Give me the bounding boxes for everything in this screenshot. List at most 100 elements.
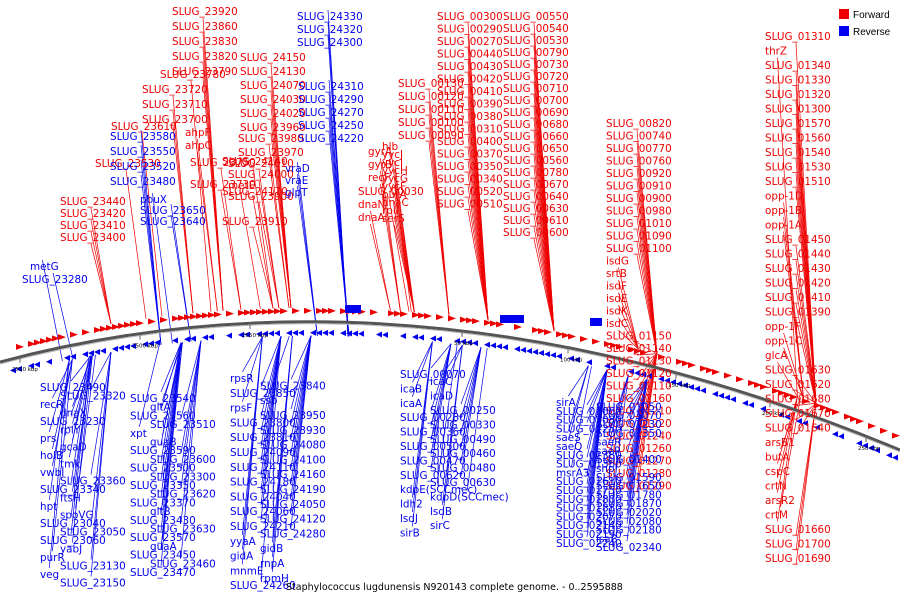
forward-leader-line (533, 238, 555, 331)
reverse-gene-block (345, 305, 361, 313)
forward-gene-glyph (772, 387, 780, 394)
reverse-gene-label: lsdB (430, 506, 452, 518)
forward-gene-label: SLUG_01210 (606, 406, 672, 418)
forward-gene-glyph (604, 341, 612, 348)
reverse-gene-glyph (604, 363, 610, 370)
forward-gene-label: SLUG_23420 (60, 208, 126, 220)
reverse-gene-label: rplY (60, 425, 81, 437)
forward-leader-line (795, 376, 817, 404)
forward-gene-glyph (448, 315, 456, 322)
forward-leader-line (636, 229, 658, 354)
reverse-leader-line (586, 369, 608, 414)
forward-gene-glyph (628, 346, 636, 353)
reverse-gene-label: SLUG_23640 (140, 216, 206, 228)
reverse-gene-glyph (538, 350, 544, 357)
reverse-gene-glyph (520, 347, 526, 354)
reverse-gene-label: icaB (400, 383, 422, 395)
reverse-gene-label: SLUG_24330 (297, 11, 363, 23)
reverse-leader-line (70, 355, 92, 382)
reverse-leader-line (52, 359, 73, 450)
reverse-gene-label: SLUG_00460 (430, 448, 496, 460)
reverse-gene-label: yyaA (230, 536, 257, 548)
reverse-leader-line (90, 351, 112, 390)
reverse-gene-glyph (862, 442, 868, 449)
reverse-gene-label: SLUG_24300 (297, 37, 363, 49)
forward-gene-glyph (436, 314, 444, 321)
forward-gene-label: SLUG_00270 (437, 36, 503, 48)
reverse-leader-line (328, 131, 350, 337)
forward-gene-glyph (28, 340, 36, 347)
forward-gene-glyph (544, 329, 552, 336)
reverse-leader-line (180, 340, 202, 471)
reverse-leader-line (626, 379, 648, 419)
reverse-gene-label: dnaX (60, 408, 87, 420)
reverse-gene-label: SLUG_23620 (150, 489, 216, 501)
forward-gene-glyph (802, 398, 810, 405)
forward-gene-label: yycF (382, 181, 406, 193)
forward-gene-glyph (208, 311, 216, 318)
forward-gene-label: SLUG_24140 (222, 156, 288, 168)
forward-gene-glyph (268, 308, 276, 315)
forward-gene-label: SLUG_23960 (240, 122, 306, 134)
forward-leader-line (258, 180, 280, 309)
reverse-gene-label: SLUG_23540 (130, 393, 196, 405)
reverse-gene-glyph (262, 330, 268, 337)
reverse-gene-label: metG (30, 261, 59, 273)
forward-gene-label: SLUG_01160 (606, 393, 672, 405)
reverse-gene-glyph (238, 331, 244, 338)
forward-gene-label: SLUG_01700 (765, 539, 831, 551)
reverse-gene-label: SLUG_24060 (230, 506, 296, 518)
reverse-gene-glyph (886, 452, 892, 459)
forward-gene-label: SLUG_00910 (606, 181, 672, 193)
reverse-gene-glyph (814, 424, 820, 431)
reverse-leader-line (568, 365, 589, 397)
forward-gene-label: thrZ (765, 46, 787, 58)
reverse-gene-label: SLUG_00250 (430, 405, 496, 417)
forward-gene-label: SLUG_00300 (437, 11, 503, 23)
reverse-gene-label: saeS (556, 432, 581, 444)
forward-gene-label: yycI (382, 157, 403, 169)
reverse-gene-glyph (16, 365, 22, 372)
reverse-gene-label: SLUG_01880 (556, 503, 622, 515)
reverse-gene-label: vwbI (40, 467, 64, 479)
reverse-gene-label: ldh2 (400, 499, 423, 511)
forward-gene-label: isdG (606, 256, 629, 268)
forward-gene-label: SLUG_01410 (765, 292, 831, 304)
forward-gene-glyph (280, 308, 288, 315)
forward-leader-line (795, 403, 817, 435)
forward-leader-line (795, 403, 817, 566)
reverse-gene-label: rpsF (230, 403, 252, 415)
forward-gene-label: SLUG_01340 (765, 60, 831, 72)
reverse-gene-glyph (628, 368, 634, 375)
forward-gene-label: SLUG_23710 (142, 99, 208, 111)
forward-gene-label: dnaN (358, 199, 385, 211)
reverse-gene-glyph (316, 329, 322, 336)
reverse-gene-label: msrA3 (556, 467, 590, 479)
forward-gene-label: SLUG_00430 (437, 61, 503, 73)
reverse-gene-label: SLUG_23460 (150, 558, 216, 570)
reverse-gene-glyph (226, 332, 232, 339)
reverse-leader-line (242, 336, 263, 373)
reverse-gene-label: SLUG_01230 (596, 419, 662, 431)
forward-gene-glyph (790, 393, 798, 400)
forward-gene-glyph (760, 383, 768, 390)
forward-gene-glyph (778, 389, 786, 396)
forward-leader-line (268, 158, 290, 309)
forward-gene-glyph (484, 319, 492, 326)
reverse-gene-glyph (502, 344, 508, 351)
forward-gene-label: SLUG_00440 (437, 49, 503, 61)
reverse-leader-line (430, 343, 452, 455)
forward-gene-glyph (160, 316, 168, 323)
reverse-gene-label: SLUG_01070 (596, 410, 662, 422)
reverse-gene-label: sirA (556, 397, 577, 409)
forward-leader-line (388, 197, 410, 312)
forward-gene-label: SLUG_23920 (172, 6, 238, 18)
forward-leader-line (252, 197, 274, 309)
genome-backbone-highlight (0, 323, 900, 453)
reverse-gene-glyph (676, 380, 682, 387)
reverse-gene-label: rpmH (260, 573, 289, 585)
reverse-gene-glyph (532, 348, 538, 355)
reverse-gene-label: SLUG_24210 (230, 521, 296, 533)
forward-leader-line (783, 231, 804, 399)
